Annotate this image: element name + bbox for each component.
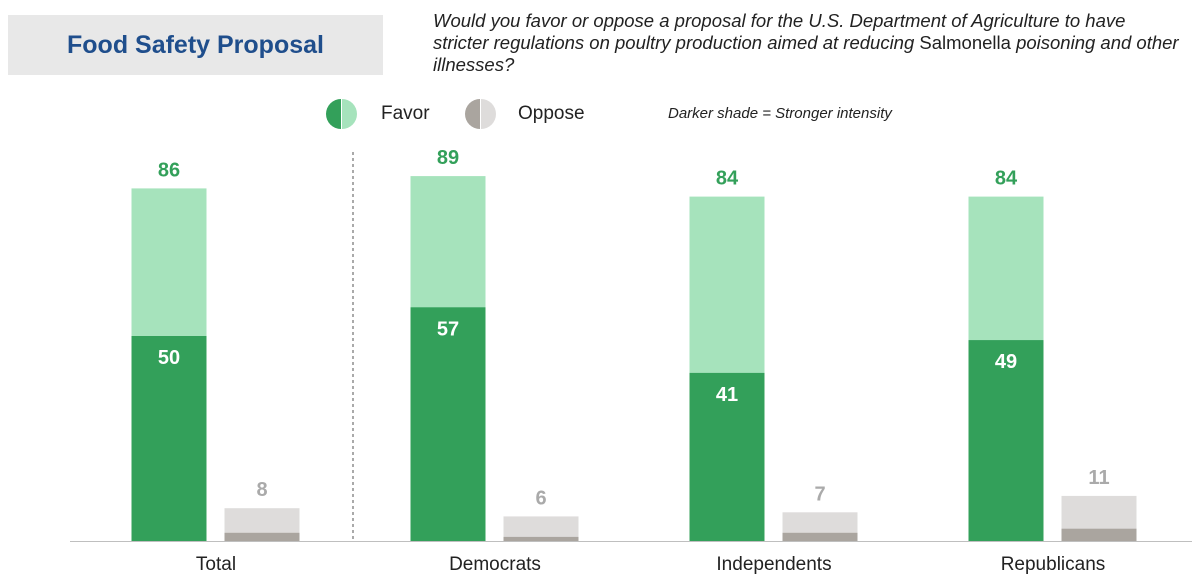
bar-oppose-strong-total: [224, 532, 300, 541]
bar-favor-strong-democrats: [410, 307, 486, 541]
question-part2: Salmonella: [919, 32, 1011, 53]
bar-favor-strong-independents: [689, 372, 765, 541]
legend-oppose-label: Oppose: [518, 103, 585, 124]
oppose-half-circle-icon: [465, 99, 496, 129]
legend-intensity-note: Darker shade = Stronger intensity: [668, 105, 892, 122]
category-label-republicans: Republicans: [1001, 554, 1106, 575]
category-label-total: Total: [196, 554, 236, 575]
label-favor-total-republicans: 84: [995, 168, 1018, 190]
label-favor-total-democrats: 89: [437, 147, 459, 169]
bar-oppose-strong-democrats: [503, 536, 579, 541]
label-oppose-total-total: 8: [256, 479, 267, 501]
favor-half-circle-icon: [326, 99, 357, 129]
legend: Favor Oppose Darker shade = Stronger int…: [0, 98, 1192, 130]
label-favor-total-total: 86: [158, 159, 180, 181]
title-box: Food Safety Proposal: [8, 15, 383, 75]
label-favor-strong-democrats: 57: [437, 318, 459, 340]
bar-oppose-strong-independents: [782, 532, 858, 541]
category-label-democrats: Democrats: [449, 554, 541, 575]
legend-favor: Favor: [325, 98, 430, 130]
bar-favor-strong-total: [131, 336, 207, 541]
legend-favor-label: Favor: [381, 103, 430, 124]
legend-oppose: Oppose: [464, 98, 585, 130]
label-oppose-total-democrats: 6: [535, 487, 546, 509]
label-favor-strong-total: 50: [158, 347, 180, 369]
category-label-independents: Independents: [716, 554, 831, 575]
label-favor-total-independents: 84: [716, 168, 739, 190]
question-part1: Would you favor or oppose a proposal for…: [433, 10, 1126, 53]
bar-favor-strong-republicans: [968, 340, 1044, 541]
label-favor-strong-independents: 41: [716, 384, 738, 406]
label-oppose-total-republicans: 11: [1088, 467, 1109, 489]
chart-title: Food Safety Proposal: [67, 30, 324, 59]
label-oppose-total-independents: 7: [814, 483, 825, 505]
label-favor-strong-republicans: 49: [995, 351, 1017, 373]
question-text: Would you favor or oppose a proposal for…: [433, 10, 1183, 76]
question-part3: poisoning and other illnesses?: [433, 32, 1179, 75]
bar-oppose-strong-republicans: [1061, 528, 1137, 541]
